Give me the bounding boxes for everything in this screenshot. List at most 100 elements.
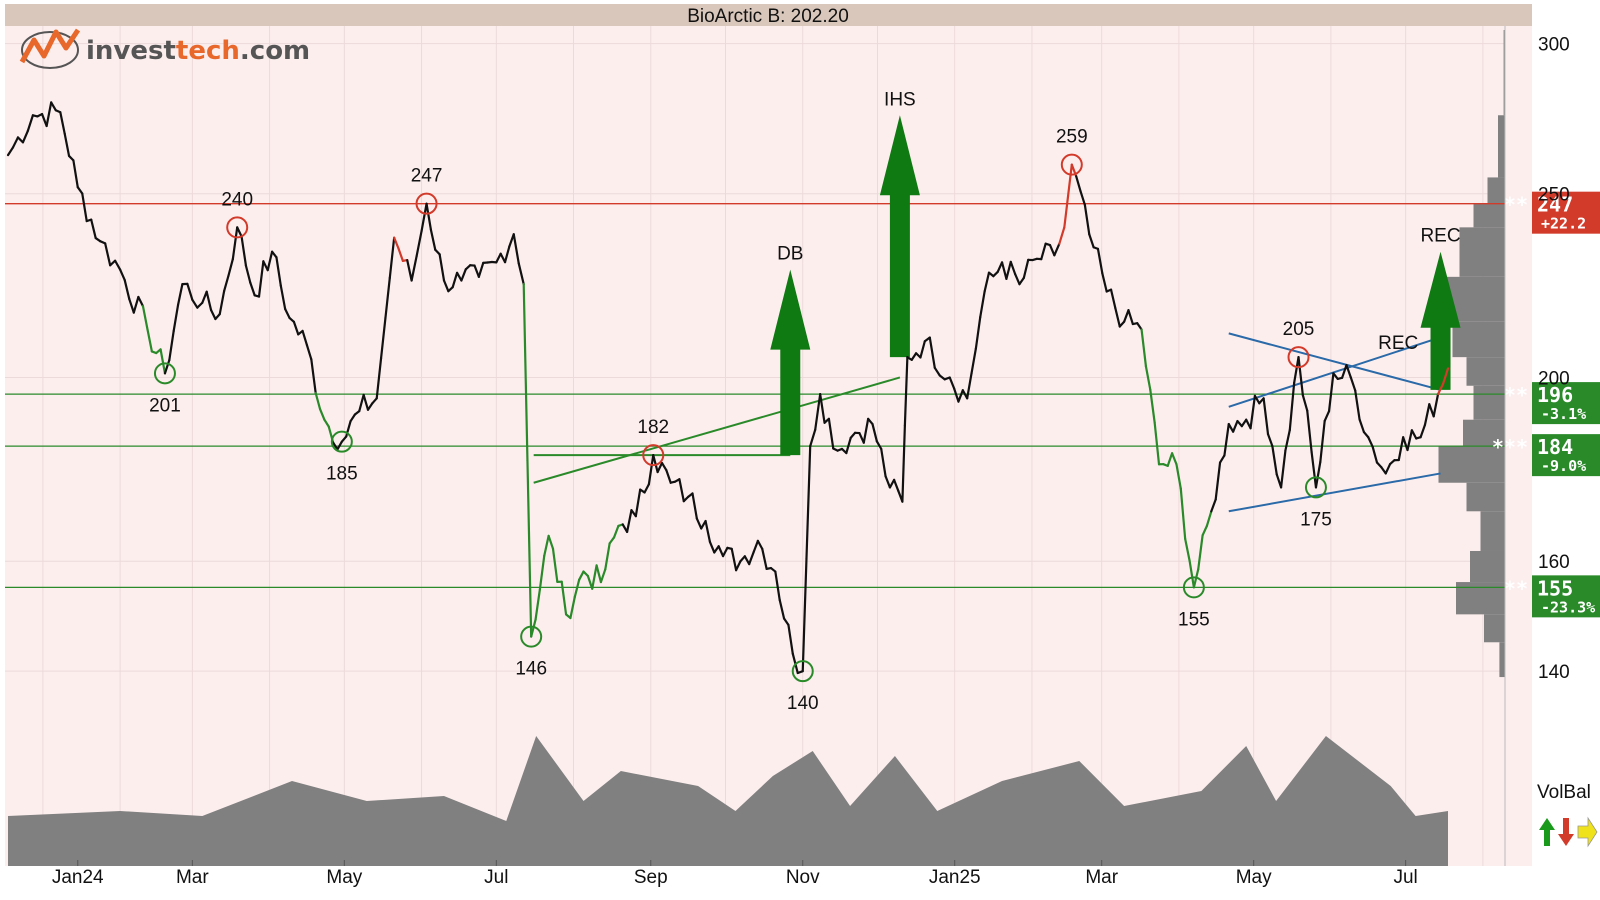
- price-segment: [196, 301, 204, 309]
- level-tag-stars: **: [1504, 576, 1528, 600]
- volume-profile-bar: [1452, 321, 1505, 358]
- price-segment: [748, 551, 755, 566]
- volume-profile-bar: [1438, 446, 1505, 483]
- price-segment: [845, 436, 852, 455]
- price-segment: [1397, 436, 1405, 462]
- price-segment: [460, 268, 467, 282]
- volume-profile-bar: [1503, 30, 1505, 116]
- turning-point-label: 146: [515, 659, 547, 680]
- volume-profile-bar: [1466, 357, 1505, 386]
- price-segment: [123, 278, 131, 301]
- investtech-logo: investtech.com: [19, 28, 310, 69]
- level-tag-box: [1532, 382, 1600, 425]
- y-axis: 140 160 200 250 300: [1504, 26, 1570, 866]
- price-segment: [310, 358, 317, 395]
- price-segment: [159, 348, 167, 375]
- price-segment: [1262, 397, 1270, 436]
- price-segment: [270, 250, 278, 259]
- y-tick-label: 250: [1538, 185, 1570, 206]
- price-segment: [176, 283, 184, 307]
- price-segment: [805, 445, 812, 560]
- price-segment: [1284, 428, 1291, 452]
- price-segment: [1323, 410, 1331, 423]
- x-tick-label: May: [1236, 867, 1272, 888]
- level-tag-percent: -9.0%: [1541, 457, 1586, 475]
- price-segment: [384, 276, 391, 320]
- price-segment: [892, 478, 900, 492]
- level-tag-stars: **: [1504, 383, 1528, 407]
- price-segment: [1197, 534, 1204, 571]
- turning-point-circle: [1304, 476, 1327, 499]
- price-segment: [538, 554, 546, 591]
- level-tag-value: 196: [1537, 383, 1573, 407]
- level-tag-box: [1532, 191, 1600, 234]
- volume-profile-bar: [1473, 203, 1505, 228]
- price-segment: [1240, 418, 1248, 428]
- price-segment: [1306, 409, 1313, 454]
- price-segment: [678, 478, 685, 503]
- svg-text:investtech.com: investtech.com: [86, 36, 310, 66]
- price-segment: [59, 111, 66, 135]
- x-tick-label: Mar: [1085, 867, 1118, 888]
- plot-area: [5, 4, 1532, 866]
- title-bar: [5, 4, 1532, 26]
- turning-point-circle: [153, 362, 176, 385]
- price-segment: [358, 393, 365, 413]
- price-segment: [1066, 163, 1073, 198]
- pattern-arrow: [770, 269, 811, 456]
- volume-balance-area-shape: [8, 736, 1448, 866]
- price-segment: [146, 328, 153, 353]
- price-segment: [612, 524, 620, 539]
- price-segment: [928, 336, 936, 369]
- logo-chart-icon: [19, 28, 81, 69]
- price-segment: [1349, 376, 1357, 392]
- price-segment: [1271, 444, 1278, 476]
- price-segment: [21, 129, 30, 144]
- price-segment: [1149, 388, 1156, 424]
- price-segment: [1371, 445, 1379, 464]
- price-segment: [1218, 454, 1226, 464]
- price-segment: [218, 289, 226, 316]
- price-segment: [45, 101, 53, 128]
- price-segment: [223, 274, 230, 293]
- price-segment: [473, 264, 480, 278]
- price-segment: [1354, 389, 1361, 421]
- price-segment: [560, 580, 568, 616]
- price-segment: [1432, 393, 1440, 418]
- price-segment: [1088, 233, 1095, 249]
- price-segment: [231, 226, 239, 261]
- price-segment: [305, 344, 313, 361]
- price-segment: [379, 316, 387, 360]
- price-segment: [704, 519, 712, 544]
- price-segment: [90, 218, 97, 240]
- price-segment: [901, 424, 906, 503]
- volume-profile-bar: [1473, 385, 1505, 420]
- pattern-signal-arrows: IHS DB REC REC: [770, 89, 1461, 456]
- price-segment: [1188, 559, 1195, 589]
- price-segment: [1214, 461, 1222, 501]
- price-segment: [1345, 364, 1352, 379]
- trendlines: [533, 332, 1441, 513]
- price-segment: [591, 564, 598, 590]
- price-segment: [1063, 194, 1070, 229]
- x-tick-label: Jul: [484, 867, 508, 888]
- price-segment: [647, 454, 655, 486]
- price-segment: [1297, 356, 1304, 397]
- price-segment: [132, 295, 140, 314]
- pattern-label: REC: [1420, 226, 1460, 247]
- price-segment: [50, 101, 57, 112]
- level-tag-stars: ***: [1492, 435, 1528, 459]
- price-segment: [604, 542, 611, 571]
- price-segment: [996, 261, 1004, 274]
- level-tag-value: 247: [1537, 193, 1573, 217]
- price-segment: [880, 447, 887, 478]
- price-segment: [530, 618, 537, 638]
- price-segment: [871, 422, 878, 443]
- price-segment: [257, 260, 265, 298]
- price-segment: [957, 389, 964, 403]
- price-segment: [1249, 394, 1257, 430]
- price-segment: [1406, 429, 1413, 452]
- price-segment: [595, 564, 603, 584]
- price-segment: [983, 271, 991, 293]
- price-segment: [1428, 403, 1435, 418]
